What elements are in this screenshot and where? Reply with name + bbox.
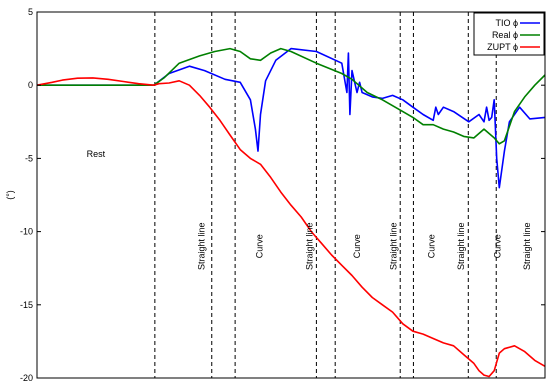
region-label-8: Curve (492, 234, 502, 258)
legend-label-1: Real ϕ (492, 30, 518, 40)
region-label-1: Straight line (197, 222, 207, 270)
y-tick-label-2: -5 (25, 153, 33, 163)
region-label-6: Curve (426, 234, 436, 258)
y-tick-label-4: -15 (20, 300, 33, 310)
region-label-7: Straight line (456, 222, 466, 270)
y-tick-label-3: -10 (20, 227, 33, 237)
region-label-4: Curve (352, 234, 362, 258)
region-label-0: Rest (87, 149, 106, 159)
axes-frame (36, 11, 546, 379)
legend-label-2: ZUPT ϕ (487, 42, 518, 52)
plot-area: 5 0 -5 -10 -15 -20 (°) Rest Straight line Curve St… (5, 7, 546, 383)
region-label-3: Straight line (304, 222, 314, 270)
legend-box (473, 12, 545, 56)
y-tick-label-1: 0 (28, 80, 33, 90)
series-line-1 (37, 47, 546, 145)
y-axis-label: (°) (5, 190, 15, 200)
region-label-9: Straight line (522, 222, 532, 270)
series-line-0 (37, 47, 546, 189)
y-tick-label-5: -20 (20, 373, 33, 383)
region-label-5: Straight line (389, 222, 399, 270)
series-line-2 (36, 77, 546, 378)
legend-label-0: TIO ϕ (495, 18, 518, 28)
region-label-2: Curve (255, 234, 265, 258)
y-tick-label-0: 5 (28, 7, 33, 17)
